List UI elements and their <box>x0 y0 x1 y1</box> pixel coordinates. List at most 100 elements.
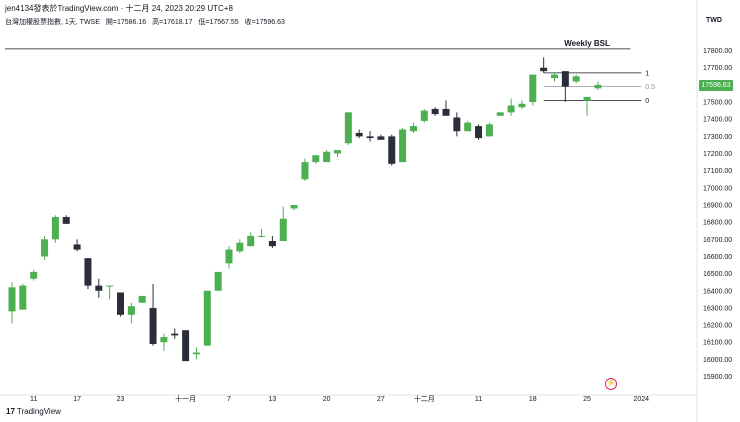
fib-level-label: 1 <box>645 70 649 77</box>
separator-dot: · <box>120 4 126 13</box>
price-tick-label: 17400.00 <box>703 117 732 124</box>
candle-body[interactable] <box>540 67 548 72</box>
logo-mark: 17 <box>6 407 15 416</box>
price-tick-label: 17200.00 <box>703 151 732 158</box>
candle-body[interactable] <box>127 306 135 315</box>
candle-body[interactable] <box>496 112 504 116</box>
candle-body[interactable] <box>73 244 81 250</box>
price-tick-label: 16600.00 <box>703 254 732 261</box>
candle-body[interactable] <box>529 74 537 103</box>
time-tick-label: 11 <box>475 396 482 403</box>
candle-body[interactable] <box>8 287 16 312</box>
time-tick-label: 13 <box>269 396 277 403</box>
low-value: 低=17567.55 <box>198 19 239 26</box>
candle-body[interactable] <box>268 241 276 247</box>
candle-body[interactable] <box>106 285 114 287</box>
candle-body[interactable] <box>247 235 255 247</box>
candle-body[interactable] <box>453 117 461 132</box>
candle-body[interactable] <box>551 74 558 79</box>
candle-body[interactable] <box>355 132 363 137</box>
candle-body[interactable] <box>19 285 27 310</box>
candle-body[interactable] <box>236 242 244 252</box>
price-tick-label: 16500.00 <box>703 271 732 278</box>
last-price-tag: 17596.63 <box>699 79 733 91</box>
candle-body[interactable] <box>30 271 38 279</box>
candle-body[interactable] <box>572 76 580 82</box>
candle-body[interactable] <box>344 112 352 144</box>
candle-body[interactable] <box>117 292 124 315</box>
candle-body[interactable] <box>323 151 331 163</box>
fib-level-label: 0.5 <box>645 84 655 91</box>
candle-body[interactable] <box>62 217 70 224</box>
time-tick-label: 25 <box>583 396 591 403</box>
candle-body[interactable] <box>594 84 602 89</box>
time-tick-label: 十一月 <box>175 394 196 403</box>
price-tick-label: 16100.00 <box>703 340 732 347</box>
open-value: 開=17586.16 <box>105 19 147 26</box>
candle-body[interactable] <box>138 295 146 303</box>
candle-body[interactable] <box>399 129 407 163</box>
weekly-bsl-label: Weekly BSL <box>564 39 610 48</box>
candle-body[interactable] <box>518 103 526 108</box>
candle-body[interactable] <box>409 126 417 132</box>
candle-body[interactable] <box>420 110 428 121</box>
candle-body[interactable] <box>583 96 591 101</box>
candle-body[interactable] <box>366 136 374 139</box>
time-tick-label: 11 <box>30 396 37 403</box>
logo-text: TradingView <box>16 407 61 416</box>
candle-body[interactable] <box>312 155 320 163</box>
candle-body[interactable] <box>334 150 341 154</box>
candle-body[interactable] <box>507 105 515 113</box>
candle-body[interactable] <box>475 126 483 139</box>
candle-body[interactable] <box>464 122 472 132</box>
lightning-icon[interactable]: ⚡ <box>605 378 617 390</box>
fib-level-label: 0 <box>645 98 649 105</box>
price-tick-label: 16900.00 <box>703 202 732 209</box>
candle-body[interactable] <box>182 330 190 362</box>
price-tick-label: 17800.00 <box>703 48 732 55</box>
candle-body[interactable] <box>431 108 439 115</box>
timestamp-text: 十二月 24, 2023 20:29 UTC+8 <box>125 4 233 13</box>
candle-body[interactable] <box>149 307 157 344</box>
candle-body[interactable] <box>192 352 200 355</box>
candle-body[interactable] <box>388 136 396 164</box>
source-text: jen4134發表於TradingView.com <box>5 4 119 13</box>
candle-body[interactable] <box>377 136 385 140</box>
candle-body[interactable] <box>225 249 233 264</box>
time-tick-label: 20 <box>323 396 331 403</box>
candle-body[interactable] <box>84 258 92 286</box>
price-tick-label: 17300.00 <box>703 134 732 141</box>
currency-label[interactable]: TWD <box>706 17 722 24</box>
candle-body[interactable] <box>171 333 179 336</box>
symbol-legend: 台灣加權股票指數, 1天, TWSE 開=17586.16 高=17618.17… <box>5 17 289 27</box>
candle-body[interactable] <box>51 217 59 240</box>
time-tick-label: 18 <box>529 396 537 403</box>
time-tick-label: 2024 <box>634 396 650 403</box>
price-tick-label: 17500.00 <box>703 100 732 107</box>
time-tick-label: 十二月 <box>414 394 435 403</box>
candle-body[interactable] <box>442 108 450 116</box>
candle-body[interactable] <box>258 235 266 237</box>
symbol-name[interactable]: 台灣加權股票指數, 1天, TWSE <box>5 19 100 26</box>
candle-body[interactable] <box>561 71 569 87</box>
time-tick-label: 23 <box>117 396 125 403</box>
candle-body[interactable] <box>301 162 309 180</box>
candle-body[interactable] <box>203 290 211 346</box>
price-tick-label: 16400.00 <box>703 288 732 295</box>
candle-body[interactable] <box>290 204 298 209</box>
time-tick-label: 17 <box>73 396 81 403</box>
price-tick-label: 17700.00 <box>703 65 732 72</box>
price-tick-label: 16300.00 <box>703 305 732 312</box>
chart-source-line: jen4134發表於TradingView.com · 十二月 24, 2023… <box>5 3 233 14</box>
price-tick-label: 16700.00 <box>703 237 732 244</box>
candle-body[interactable] <box>160 337 168 343</box>
candle-body[interactable] <box>214 271 222 291</box>
candle-body[interactable] <box>485 124 493 137</box>
price-tick-label: 17000.00 <box>703 185 732 192</box>
price-tick-label: 16800.00 <box>703 220 732 227</box>
time-tick-label: 7 <box>227 396 231 403</box>
candle-body[interactable] <box>279 218 287 242</box>
candle-body[interactable] <box>41 239 49 257</box>
candle-body[interactable] <box>95 285 103 291</box>
